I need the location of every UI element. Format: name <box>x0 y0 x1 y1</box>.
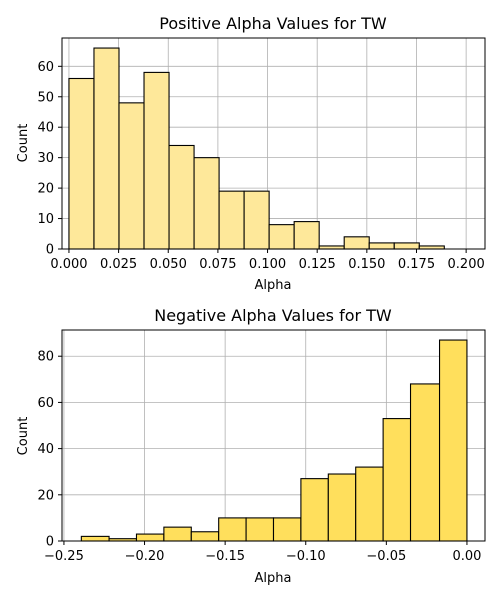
y-axis-label: Count <box>16 417 31 456</box>
histogram-bar <box>190 531 220 542</box>
histogram-bar <box>438 339 468 542</box>
y-tick-label: 30 <box>37 151 54 166</box>
x-tick-label: 0.200 <box>448 257 485 272</box>
y-tick-label: 60 <box>37 60 54 75</box>
histogram-bar <box>245 517 275 542</box>
histogram-bar <box>343 236 370 250</box>
x-tick-label: 0.175 <box>398 257 435 272</box>
y-tick-label: 80 <box>37 350 54 365</box>
bars <box>68 47 445 250</box>
bars <box>80 339 468 542</box>
histogram-bar <box>135 533 165 542</box>
y-tick-label: 50 <box>37 90 54 105</box>
y-tick-label: 0 <box>46 535 54 550</box>
x-tick-label: −0.05 <box>366 549 406 564</box>
chart-title: Positive Alpha Values for TW <box>159 14 387 33</box>
histogram-bar <box>193 157 220 250</box>
y-axis-label: Count <box>16 124 31 163</box>
histogram-bar <box>327 473 357 542</box>
y-tick-label: 20 <box>37 182 54 197</box>
y-tick-label: 60 <box>37 396 54 411</box>
histogram-bar <box>368 242 395 250</box>
x-tick-label: 0.00 <box>452 549 481 564</box>
histogram-bar <box>300 478 329 542</box>
histogram-bar <box>393 242 420 250</box>
y-tick-label: 40 <box>37 442 54 457</box>
histogram-bar <box>355 466 384 542</box>
histogram-bar <box>163 526 192 542</box>
histogram-bar <box>143 71 170 250</box>
y-tick-label: 20 <box>37 488 54 503</box>
x-tick-label: 0.075 <box>199 257 236 272</box>
histogram-bar <box>118 102 145 250</box>
x-axis-label: Alpha <box>255 278 292 293</box>
histogram-bar <box>293 221 320 250</box>
x-tick-label: −0.15 <box>205 549 245 564</box>
y-tick-label: 10 <box>37 212 54 227</box>
histogram-bar <box>243 190 270 250</box>
chart-positive-alpha: Positive Alpha Values for TW Alpha Count… <box>16 14 486 293</box>
histogram-bar <box>168 144 195 250</box>
plot-frame <box>61 329 486 542</box>
y-tick-label: 0 <box>46 243 54 258</box>
x-tick-label: 0.125 <box>299 257 336 272</box>
ticks: 0.000 0.025 0.050 0.075 0.100 0.125 0.150 0.175… <box>37 60 484 272</box>
x-tick-label: 0.025 <box>100 257 137 272</box>
ticks: −0.25 −0.20 −0.15 −0.10 −0.05 0.00 0 20 40 60 80 <box>37 350 481 564</box>
chart-title: Negative Alpha Values for TW <box>154 306 392 325</box>
y-tick-label: 40 <box>37 121 54 136</box>
x-tick-label: −0.10 <box>286 549 326 564</box>
x-tick-label: 0.150 <box>348 257 385 272</box>
x-tick-label: 0.050 <box>150 257 187 272</box>
histogram-bar <box>268 224 295 250</box>
histogram-bar <box>409 383 441 542</box>
histogram-bar <box>93 47 120 250</box>
plot-frame <box>61 37 486 250</box>
x-tick-label: 0.000 <box>50 257 87 272</box>
x-tick-label: 0.100 <box>249 257 286 272</box>
histogram-bar <box>80 535 110 542</box>
x-tick-label: −0.25 <box>44 549 84 564</box>
x-tick-label: −0.20 <box>125 549 165 564</box>
x-axis-label: Alpha <box>255 571 292 586</box>
histogram-bar <box>218 190 245 250</box>
histogram-bar <box>218 517 247 542</box>
chart-negative-alpha: Negative Alpha Values for TW Alpha Count… <box>16 306 486 586</box>
histogram-bar <box>68 77 95 250</box>
histogram-bar <box>272 517 302 542</box>
histogram-bar <box>382 418 412 542</box>
